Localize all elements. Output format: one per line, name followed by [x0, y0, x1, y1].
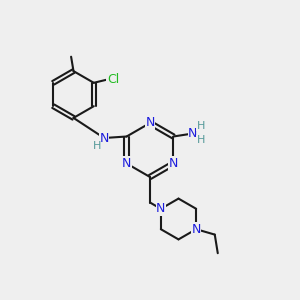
Text: N: N	[156, 202, 166, 215]
Text: H: H	[196, 121, 205, 131]
Text: N: N	[169, 157, 178, 170]
Text: N: N	[188, 127, 198, 140]
Text: N: N	[145, 116, 155, 130]
Text: N: N	[122, 157, 131, 170]
Text: Cl: Cl	[107, 73, 119, 86]
Text: H: H	[92, 141, 101, 152]
Text: H: H	[196, 135, 205, 145]
Text: N: N	[99, 131, 109, 145]
Text: N: N	[191, 223, 201, 236]
